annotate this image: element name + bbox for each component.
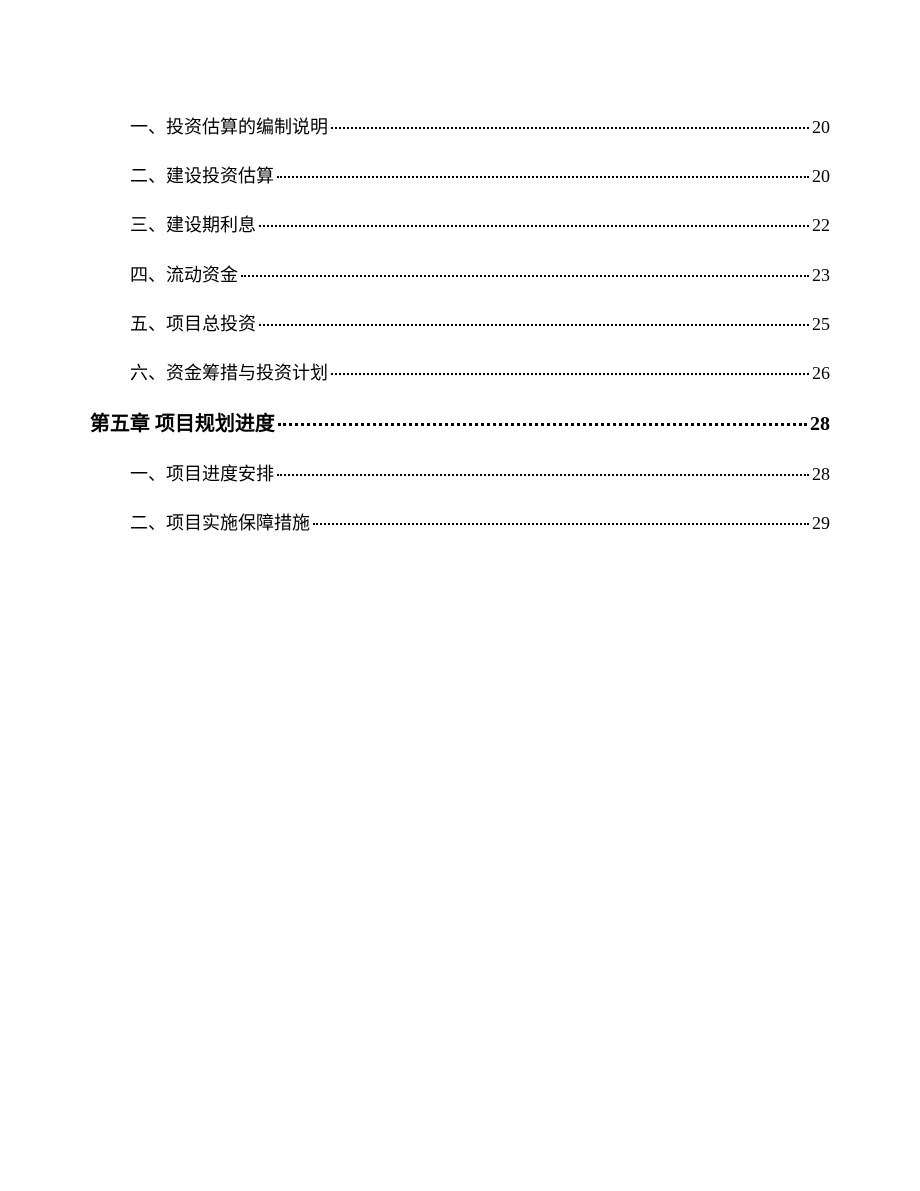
toc-dots	[331, 373, 809, 375]
toc-entry: 五、项目总投资 25	[90, 312, 830, 337]
toc-entry: 三、建设期利息 22	[90, 213, 830, 238]
toc-dots	[278, 423, 807, 426]
toc-entry-page: 26	[812, 361, 830, 386]
toc-entry-label: 一、项目进度安排	[130, 462, 274, 487]
toc-entry-page: 20	[812, 115, 830, 140]
toc-entry-label: 三、建设期利息	[130, 213, 256, 238]
toc-entry-page: 22	[812, 213, 830, 238]
toc-entry-label: 二、项目实施保障措施	[130, 511, 310, 536]
toc-entry: 四、流动资金 23	[90, 263, 830, 288]
toc-dots	[277, 474, 809, 476]
toc-entry-label: 五、项目总投资	[130, 312, 256, 337]
toc-entry-page: 29	[812, 511, 830, 536]
toc-dots	[277, 176, 809, 178]
toc-entry-page: 23	[812, 263, 830, 288]
toc-dots	[259, 225, 809, 227]
toc-dots	[331, 127, 809, 129]
toc-entry-label: 一、投资估算的编制说明	[130, 115, 328, 140]
toc-dots	[241, 275, 809, 277]
toc-dots	[259, 324, 809, 326]
toc-chapter-page: 28	[810, 410, 830, 438]
toc-entry-page: 28	[812, 462, 830, 487]
toc-entry-page: 20	[812, 164, 830, 189]
toc-entry-page: 25	[812, 312, 830, 337]
toc-chapter-label: 第五章 项目规划进度	[90, 410, 275, 438]
toc-dots	[313, 523, 809, 525]
toc-entry: 二、建设投资估算 20	[90, 164, 830, 189]
toc-entry-label: 六、资金筹措与投资计划	[130, 361, 328, 386]
toc-chapter-entry: 第五章 项目规划进度 28	[90, 410, 830, 438]
toc-entry: 二、项目实施保障措施 29	[90, 511, 830, 536]
table-of-contents: 一、投资估算的编制说明 20 二、建设投资估算 20 三、建设期利息 22 四、…	[90, 115, 830, 537]
toc-entry: 六、资金筹措与投资计划 26	[90, 361, 830, 386]
toc-entry: 一、项目进度安排 28	[90, 462, 830, 487]
toc-entry-label: 四、流动资金	[130, 263, 238, 288]
toc-entry: 一、投资估算的编制说明 20	[90, 115, 830, 140]
toc-entry-label: 二、建设投资估算	[130, 164, 274, 189]
